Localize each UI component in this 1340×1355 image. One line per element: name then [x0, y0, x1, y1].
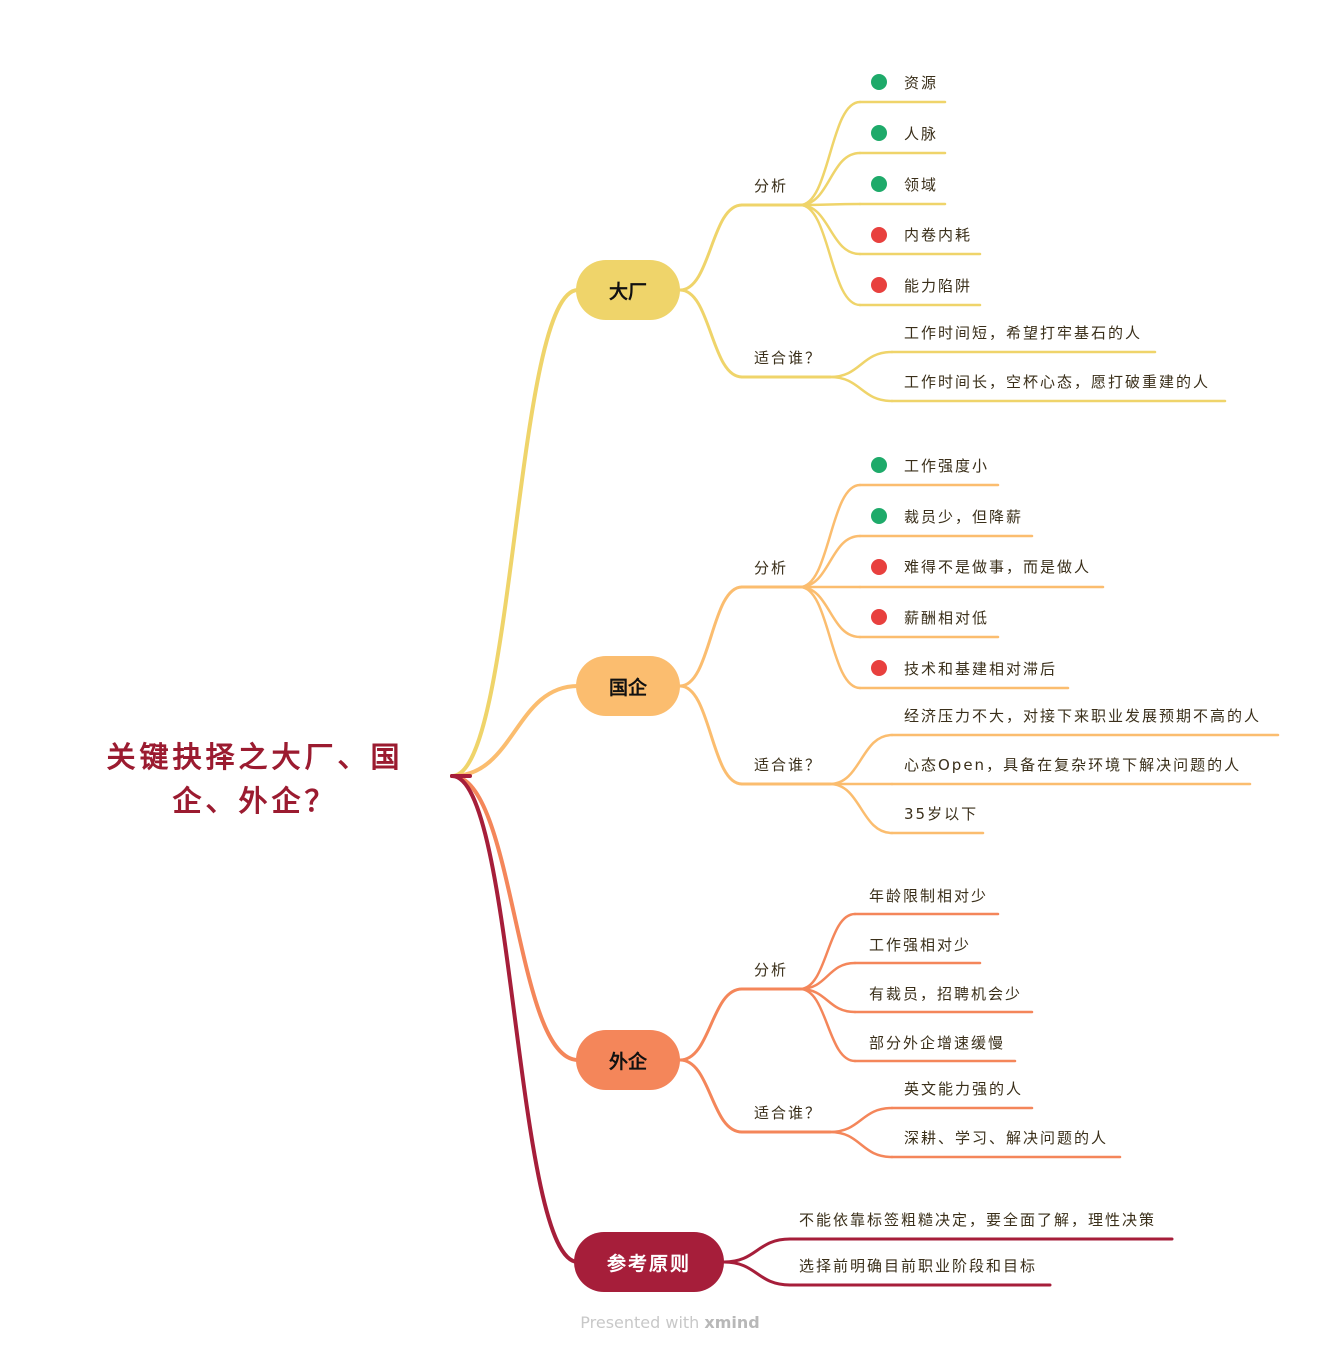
branch-dachang[interactable]: 大厂	[576, 260, 680, 320]
guoqi-fit-item[interactable]: 经济压力不大，对接下来职业发展预期不高的人	[904, 707, 1262, 725]
con-dot-icon	[871, 609, 887, 625]
connector-line	[798, 961, 857, 991]
waiqi-fit-label[interactable]: 适合谁？	[754, 1104, 823, 1122]
waiqi-analysis-label[interactable]: 分析	[754, 961, 789, 979]
dachang-analysis-item[interactable]: 内卷内耗	[904, 226, 973, 244]
connector-line	[798, 585, 862, 639]
root-topic-line2: 企、外企？	[172, 784, 338, 818]
connector-line	[722, 1237, 792, 1264]
branch-waiqi-label: 外企	[608, 1050, 647, 1073]
guoqi-analysis-item[interactable]: 技术和基建相对滞后	[904, 660, 1058, 678]
dachang-analysis-item[interactable]: 能力陷阱	[904, 277, 973, 295]
xmind-logo-text: xmind	[704, 1313, 760, 1332]
footer-prefix: Presented with	[580, 1313, 705, 1332]
guoqi-analysis-item[interactable]: 薪酬相对低	[904, 609, 990, 627]
waiqi-analysis-item[interactable]: 部分外企增速缓慢	[869, 1034, 1006, 1052]
dachang-fit-item[interactable]: 工作时间短，希望打牢基石的人	[904, 324, 1143, 342]
waiqi-fit-item[interactable]: 英文能力强的人	[904, 1080, 1024, 1098]
pro-dot-icon	[871, 74, 887, 90]
connector-line	[798, 585, 862, 690]
dachang-fit-label[interactable]: 适合谁？	[754, 349, 823, 367]
connector-line	[450, 288, 580, 778]
connector-line	[678, 288, 744, 379]
branch-guoqi[interactable]: 国企	[576, 656, 680, 716]
connector-line	[828, 375, 894, 403]
connector-line	[450, 684, 580, 778]
connector-line	[798, 534, 862, 589]
connector-line	[798, 483, 862, 589]
connector-line	[798, 100, 862, 207]
guoqi-analysis-item[interactable]: 工作强度小	[904, 457, 990, 475]
connector-line	[678, 987, 744, 1062]
guoqi-fit-label[interactable]: 适合谁？	[754, 756, 823, 774]
connector-line	[798, 987, 857, 1063]
guoqi-fit-item[interactable]: 心态Open，具备在复杂环境下解决问题的人	[904, 756, 1242, 774]
guoqi-analysis-item[interactable]: 难得不是做事，而是做人	[904, 558, 1092, 576]
dachang-analysis-label[interactable]: 分析	[754, 177, 789, 195]
connector-line	[678, 203, 744, 292]
con-dot-icon	[871, 227, 887, 243]
root-topic-line1: 关键抉择之大厂、国	[106, 740, 404, 774]
pro-dot-icon	[871, 508, 887, 524]
connector-line	[450, 774, 580, 1062]
con-dot-icon	[871, 559, 887, 575]
connector-line	[798, 203, 862, 256]
dachang-analysis-item[interactable]: 人脉	[904, 125, 939, 143]
branch-guoqi-label: 国企	[608, 676, 647, 699]
connector-line	[450, 774, 580, 1264]
presented-with-footer: Presented with xmind	[0, 1313, 1340, 1332]
waiqi-analysis-item[interactable]: 年龄限制相对少	[869, 887, 989, 905]
connector-line	[798, 912, 857, 991]
con-dot-icon	[871, 660, 887, 676]
waiqi-fit-item[interactable]: 深耕、学习、解决问题的人	[904, 1129, 1109, 1147]
pro-dot-icon	[871, 176, 887, 192]
connector-line	[798, 203, 862, 307]
connector-line	[828, 733, 894, 786]
waiqi-analysis-item[interactable]: 工作强相对少	[869, 936, 972, 954]
connector-line	[678, 585, 744, 688]
guoqi-analysis-item[interactable]: 裁员少，但降薪	[904, 508, 1024, 526]
branch-principle[interactable]: 参考原则	[574, 1232, 724, 1292]
branch-principle-label: 参考原则	[606, 1252, 691, 1275]
guoqi-analysis-label[interactable]: 分析	[754, 559, 789, 577]
branch-dachang-label: 大厂	[608, 280, 647, 303]
connector-line	[828, 350, 894, 379]
pro-dot-icon	[871, 457, 887, 473]
pro-dot-icon	[871, 125, 887, 141]
connector-line	[722, 1260, 792, 1287]
principle-item[interactable]: 选择前明确目前职业阶段和目标	[799, 1257, 1038, 1275]
connector-line	[798, 202, 862, 207]
connector-line	[798, 151, 862, 207]
con-dot-icon	[871, 277, 887, 293]
dachang-analysis-item[interactable]: 资源	[904, 74, 939, 92]
branch-waiqi[interactable]: 外企	[576, 1030, 680, 1090]
root-topic[interactable]: 关键抉择之大厂、国 企、外企？	[80, 735, 430, 823]
connector-line	[828, 1106, 894, 1134]
principle-item[interactable]: 不能依靠标签粗糙决定，要全面了解，理性决策	[799, 1211, 1157, 1229]
guoqi-fit-item[interactable]: 35岁以下	[904, 805, 979, 823]
dachang-analysis-item[interactable]: 领域	[904, 176, 939, 194]
waiqi-analysis-item[interactable]: 有裁员，招聘机会少	[869, 985, 1023, 1003]
connector-line	[828, 782, 894, 835]
dachang-fit-item[interactable]: 工作时间长，空杯心态，愿打破重建的人	[904, 373, 1211, 391]
connector-line	[828, 1130, 894, 1159]
connector-line	[678, 1058, 744, 1134]
connector-line	[678, 684, 744, 786]
